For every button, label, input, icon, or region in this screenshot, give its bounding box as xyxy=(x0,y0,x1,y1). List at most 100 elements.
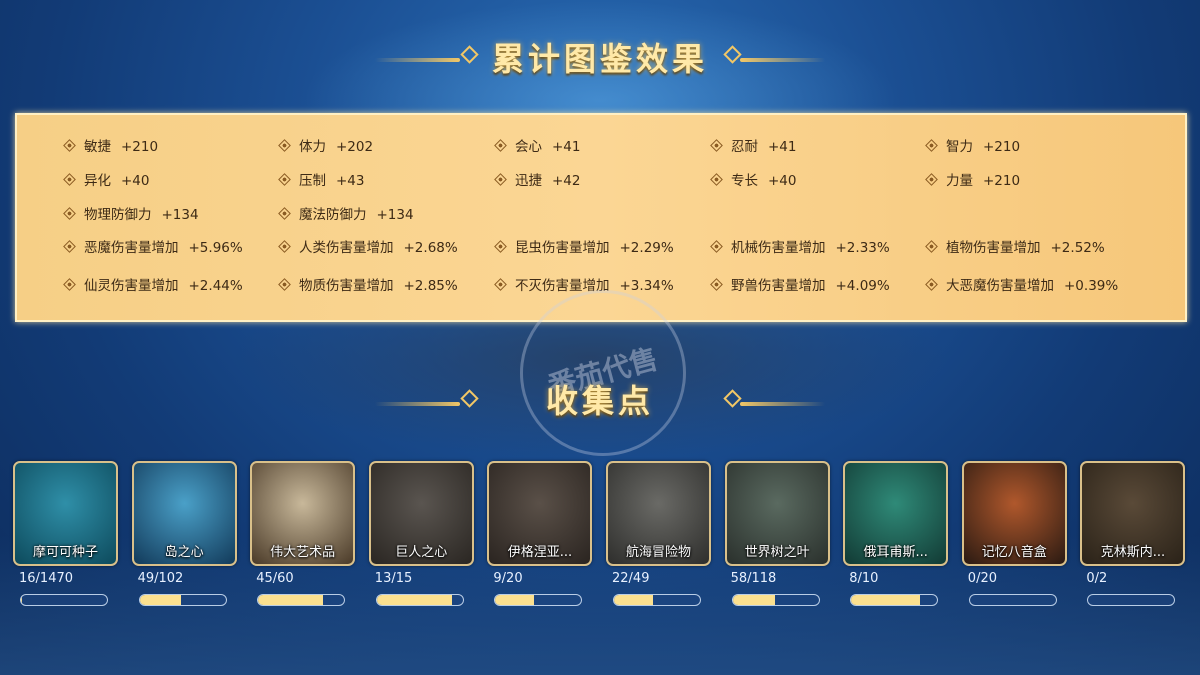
stat-item: 机械伤害量增加 +2.33% xyxy=(710,236,890,256)
stat-value: +41 xyxy=(768,139,797,155)
collection-count: 58/118 xyxy=(730,571,777,586)
section-title-text: 收集点 xyxy=(545,382,654,420)
collection-progress-bar xyxy=(20,594,108,606)
stat-name: 忍耐 xyxy=(731,139,758,155)
stat-name: 人类伤害量增加 xyxy=(299,240,394,256)
collection-card-name: 俄耳甫斯... xyxy=(863,545,928,560)
stat-value: +0.39% xyxy=(1064,278,1119,294)
collection-card-name: 航海冒险物 xyxy=(625,545,691,560)
diamond-bullet-icon xyxy=(925,240,938,253)
collection-progress-bar xyxy=(731,594,820,606)
stat-value: +5.96% xyxy=(188,240,243,256)
stat-value: +202 xyxy=(336,139,374,155)
stat-name: 物质伤害量增加 xyxy=(299,278,394,294)
stat-value: +210 xyxy=(983,139,1021,155)
stat-name: 昆虫伤害量增加 xyxy=(515,240,610,256)
stat-name: 会心 xyxy=(515,139,542,155)
collection-card[interactable]: 克林斯内... xyxy=(1080,461,1186,566)
stat-item: 不灭伤害量增加 +3.34% xyxy=(494,274,674,294)
stat-item: 人类伤害量增加 +2.68% xyxy=(278,236,458,256)
stat-item: 体力 +202 xyxy=(278,135,373,155)
stat-item: 物理防御力 +134 xyxy=(63,203,199,223)
stat-value: +2.52% xyxy=(1050,240,1105,256)
diamond-bullet-icon xyxy=(63,278,76,291)
progress-fill xyxy=(139,595,181,605)
stat-item: 异化 +40 xyxy=(63,169,150,189)
stat-name: 仙灵伤害量增加 xyxy=(84,278,179,294)
stat-name: 压制 xyxy=(299,173,326,189)
collection-card[interactable]: 岛之心 xyxy=(131,461,237,566)
progress-fill xyxy=(21,595,22,605)
diamond-bullet-icon xyxy=(494,240,507,253)
stat-value: +2.44% xyxy=(188,278,243,294)
stat-item: 植物伤害量增加 +2.52% xyxy=(925,236,1105,256)
page-title-text: 累计图鉴效果 xyxy=(491,40,708,78)
stat-value: +2.85% xyxy=(403,278,458,294)
stat-value: +2.29% xyxy=(619,240,674,256)
progress-fill xyxy=(495,595,535,605)
stat-item: 敏捷 +210 xyxy=(63,135,158,155)
diamond-bullet-icon xyxy=(63,240,76,253)
diamond-bullet-icon xyxy=(278,139,291,152)
collection-count: 16/1470 xyxy=(19,571,74,586)
stat-item: 力量 +210 xyxy=(925,169,1020,189)
collection-card-name: 巨人之心 xyxy=(395,545,448,560)
diamond-bullet-icon xyxy=(710,278,723,291)
stat-item: 魔法防御力 +134 xyxy=(278,203,414,223)
collection-progress-bar xyxy=(1087,594,1176,606)
collection-card[interactable]: 巨人之心 xyxy=(368,461,474,566)
stat-item: 会心 +41 xyxy=(494,135,581,155)
collection-card[interactable]: 航海冒险物 xyxy=(606,461,711,566)
diamond-bullet-icon xyxy=(63,173,76,186)
collection-card-name: 摩可可种子 xyxy=(32,545,98,560)
collection-count: 0/2 xyxy=(1086,571,1108,586)
stat-value: +2.33% xyxy=(835,240,890,256)
stat-value: +3.34% xyxy=(619,278,674,294)
progress-fill xyxy=(851,595,920,605)
collection-count: 22/49 xyxy=(612,571,650,586)
stat-value: +40 xyxy=(768,173,797,189)
stat-name: 体力 xyxy=(299,139,326,155)
stat-name: 智力 xyxy=(946,139,973,155)
collection-card[interactable]: 世界树之叶 xyxy=(724,461,830,566)
page-title: 累计图鉴效果 xyxy=(0,34,1200,80)
stat-name: 大恶魔伤害量增加 xyxy=(946,278,1054,294)
stat-item: 专长 +40 xyxy=(710,169,797,189)
collection-card-name: 世界树之叶 xyxy=(744,545,810,560)
diamond-bullet-icon xyxy=(494,173,507,186)
collection-card[interactable]: 俄耳甫斯... xyxy=(843,461,949,566)
collection-card[interactable]: 记忆八音盒 xyxy=(961,461,1067,566)
stat-item: 迅捷 +42 xyxy=(494,169,581,189)
collection-card-name: 记忆八音盒 xyxy=(981,545,1047,560)
collection-count: 49/102 xyxy=(137,571,184,586)
stat-value: +40 xyxy=(121,173,150,189)
diamond-bullet-icon xyxy=(63,139,76,152)
collection-card-name: 克林斯内... xyxy=(1100,545,1166,560)
stat-item: 物质伤害量增加 +2.85% xyxy=(278,274,458,294)
collection-count: 9/20 xyxy=(493,571,523,586)
stat-value: +210 xyxy=(121,139,159,155)
stat-value: +134 xyxy=(161,207,199,223)
stat-value: +42 xyxy=(552,173,581,189)
diamond-bullet-icon xyxy=(494,139,507,152)
collection-card[interactable]: 伊格涅亚... xyxy=(487,461,593,566)
collection-progress-bar xyxy=(257,594,346,606)
stat-item: 恶魔伤害量增加 +5.96% xyxy=(63,236,243,256)
stat-item: 野兽伤害量增加 +4.09% xyxy=(710,274,890,294)
collection-count: 13/15 xyxy=(374,571,413,586)
section-flourish-right xyxy=(740,402,825,406)
title-flourish-right xyxy=(740,58,825,62)
progress-fill xyxy=(614,595,653,605)
collection-progress-bar xyxy=(138,594,227,606)
stat-name: 不灭伤害量增加 xyxy=(515,278,610,294)
diamond-bullet-icon xyxy=(278,207,291,220)
stat-name: 魔法防御力 xyxy=(299,207,367,223)
stat-name: 异化 xyxy=(84,173,111,189)
collection-card[interactable]: 摩可可种子 xyxy=(13,461,118,566)
diamond-bullet-icon xyxy=(278,278,291,291)
diamond-bullet-icon xyxy=(925,139,938,152)
stat-name: 物理防御力 xyxy=(84,207,152,223)
collection-card[interactable]: 伟大艺术品 xyxy=(250,461,356,566)
progress-fill xyxy=(732,595,775,605)
collection-progress-bar xyxy=(613,594,701,606)
